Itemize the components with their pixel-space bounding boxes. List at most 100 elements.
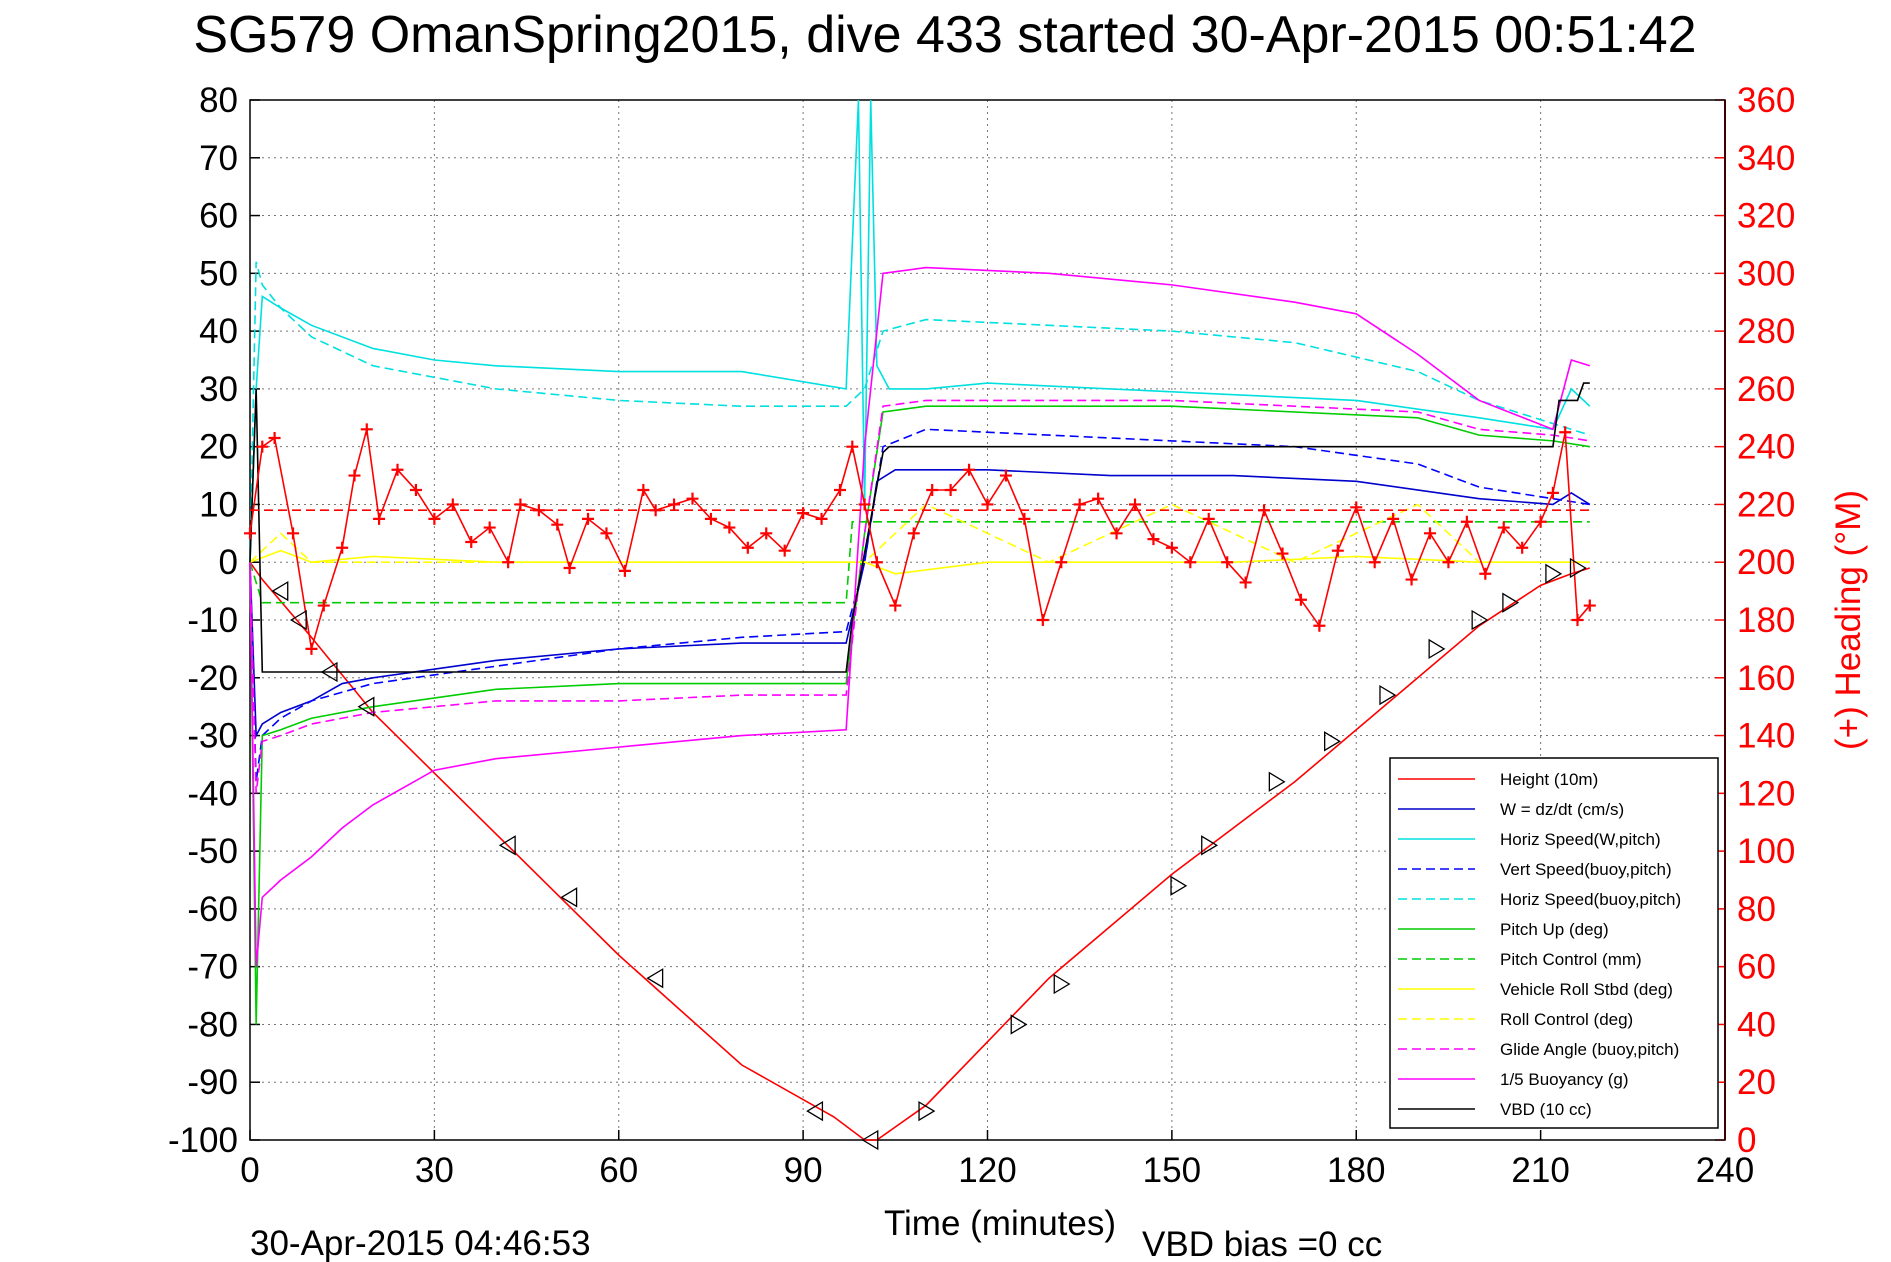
series-vbd-10-cc [249,382,1590,673]
y-tick-label: -80 [187,1005,238,1044]
y2-tick-label: 320 [1737,197,1795,236]
y2-tick-label: 100 [1737,832,1795,871]
y2-tick-label: 220 [1737,485,1795,524]
series-layer [244,99,1596,1141]
y-tick-label: 20 [199,428,238,467]
legend: Height (10m) W = dz/dt (cm/s) Horiz Speed(… [1389,757,1719,1129]
series-1-5-buoyancy-g [249,266,1591,967]
y-tick-label: -100 [168,1121,238,1160]
x-tick-label: 60 [599,1151,638,1190]
x-tick-label: 180 [1327,1151,1385,1190]
triangle-left-marker [320,661,338,683]
legend-label: Vehicle Roll Stbd (deg) [1500,980,1673,999]
y2-tick-label: 280 [1737,312,1795,351]
y2-tick-label: 180 [1737,601,1795,640]
triangle-right-marker [1268,771,1286,792]
y2-tick-label: 60 [1737,948,1776,987]
triangle-right-marker [1010,1014,1028,1035]
legend-label: W = dz/dt (cm/s) [1500,800,1624,819]
x-tick-label: 150 [1143,1151,1201,1190]
legend-label: Pitch Up (deg) [1500,920,1609,939]
y2-tick-label: 360 [1737,81,1795,120]
triangle-right-marker [1324,731,1341,752]
series-height-10m [249,561,1591,1141]
y2-tick-label: 240 [1737,428,1795,467]
y-tick-label: 10 [199,485,238,524]
legend-label: Horiz Speed(W,pitch) [1500,830,1661,849]
x-tick-label: 0 [240,1151,259,1190]
triangle-left-marker [271,580,289,602]
y-tick-label: -40 [187,774,238,813]
series-heading [244,423,1596,655]
legend-label: Pitch Control (mm) [1500,950,1642,969]
y-tick-label: 0 [219,543,238,582]
y2-tick-label: 20 [1737,1063,1776,1102]
y2-tick-label: 260 [1737,370,1795,409]
triangle-left-marker [357,696,375,717]
series-pitch-up-deg [249,405,1590,1025]
triangle-right-marker [1545,563,1563,584]
triangle-right-marker [1201,835,1219,856]
y-tick-label: -50 [187,832,238,871]
y-tick-label: -10 [187,601,238,640]
triangle-left-marker [646,968,664,989]
x-axis-label: Time (minutes) [884,1204,1116,1243]
y2-tick-label: 140 [1737,717,1795,756]
triangle-left-marker [861,1129,879,1151]
y-tick-label: -20 [187,659,238,698]
y-tick-label: 70 [199,139,238,178]
series-glide-angle-buoy-pitch [249,399,1590,794]
series-vert-speed-buoy-pitch [249,428,1590,782]
y2-tick-label: 340 [1737,139,1795,178]
series-roll-control-deg [249,503,1590,564]
y-tick-label: 30 [199,370,238,409]
series-vehicle-roll-stbd-deg [249,549,1590,575]
series-pitch-control-mm [249,520,1590,604]
legend-label: 1/5 Buoyancy (g) [1500,1070,1629,1089]
triangle-left-marker [806,1100,824,1122]
triangle-left-marker [560,887,578,908]
y2-tick-label: 0 [1737,1121,1756,1160]
legend-label: Height (10m) [1500,770,1598,789]
legend-box [1389,757,1719,1129]
x-tick-label: 240 [1696,1151,1754,1190]
y-tick-label: -30 [187,717,238,756]
triangle-right-marker [1569,557,1587,579]
footer-vbd-bias: VBD bias =0 cc [1142,1225,1382,1262]
right-axis-ticks: 3603403203002802602402202001801601401201… [1737,81,1795,1160]
legend-label: Glide Angle (buoy,pitch) [1500,1040,1679,1059]
right-axis-label: (+) Heading (°M) [1829,490,1868,750]
y-tick-label: 80 [199,81,238,120]
left-axis-ticks: 80 70 60 50 40 30 20 10 0 -10 -20 -30 -40 -50 -60 -70 -8… [168,81,238,1160]
series-heading-line [249,429,1591,650]
triangle-right-marker [1379,684,1397,706]
triangle-right-marker [1502,592,1520,613]
y-tick-label: -90 [187,1063,238,1102]
y2-tick-label: 40 [1737,1005,1776,1044]
triangle-right-marker [1471,609,1489,631]
y2-tick-label: 300 [1737,254,1795,293]
x-tick-label: 210 [1511,1151,1569,1190]
y-tick-label: -70 [187,948,238,987]
triangle-left-marker [498,835,516,856]
series-horiz-speed-w-pitch [249,99,1591,563]
legend-label: VBD (10 cc) [1500,1100,1592,1119]
x-tick-label: 30 [415,1151,454,1190]
triangle-left-marker [289,609,307,631]
y-tick-label: -60 [187,890,238,929]
series-horiz-speed-buoy-pitch [249,261,1591,563]
x-axis-ticks: 0 30 60 90 120 150 180 210 240 [240,1151,1754,1190]
chart-title: SG579 OmanSpring2015, dive 433 started 3… [193,6,1696,64]
x-tick-label: 90 [784,1151,823,1190]
triangle-right-marker [1053,973,1071,995]
legend-label: Vert Speed(buoy,pitch) [1500,860,1672,879]
y2-tick-label: 80 [1737,890,1776,929]
triangle-right-marker [918,1100,936,1122]
marker-layer [271,557,1587,1151]
x-tick-label: 120 [958,1151,1016,1190]
y-tick-label: 50 [199,254,238,293]
footer-timestamp: 30-Apr-2015 04:46:53 [250,1224,591,1262]
triangle-right-marker [1428,638,1446,660]
y-tick-label: 40 [199,312,238,351]
